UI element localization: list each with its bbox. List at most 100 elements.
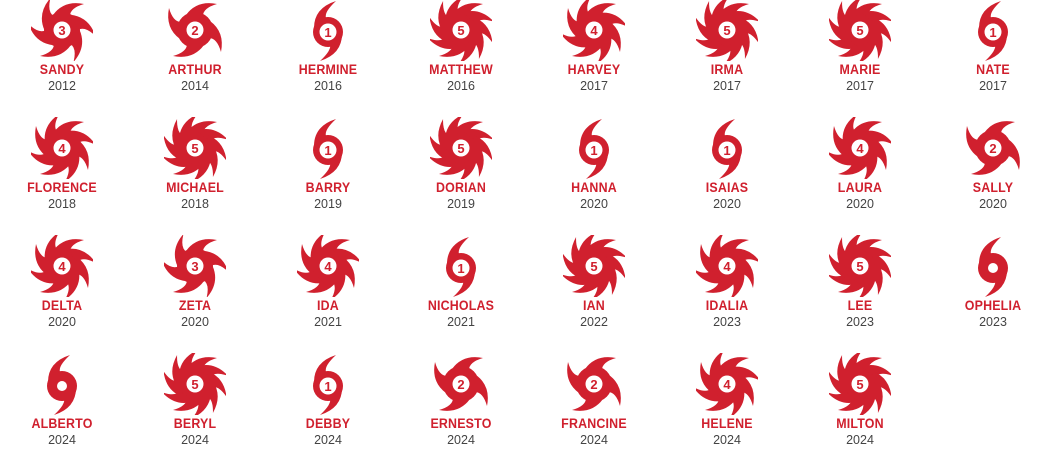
storm-year: 2017	[713, 79, 741, 93]
storm-name: IDALIA	[705, 298, 749, 313]
hurricane-icon: 3	[31, 0, 93, 61]
hurricane-icon: 2	[168, 3, 222, 57]
storm-item: 4 FLORENCE 2018	[0, 117, 127, 212]
storm-name: SANDY	[39, 62, 85, 77]
storm-name: IAN	[583, 298, 605, 313]
storm-name: ARTHUR	[168, 62, 222, 77]
storm-year: 2017	[580, 79, 608, 93]
storm-name: BARRY	[305, 180, 351, 195]
storm-item: 4 LAURA 2020	[795, 117, 925, 212]
storm-item: 5 MATTHEW 2016	[396, 0, 526, 94]
hurricane-icon: 1	[978, 1, 1008, 61]
storm-item: 2 ARTHUR 2014	[130, 0, 260, 94]
storm-item: 5 IAN 2022	[529, 235, 659, 330]
category-number: 5	[457, 141, 464, 156]
storm-item: 1 NATE 2017	[928, 0, 1053, 94]
hurricane-icon: 5	[430, 0, 492, 61]
storm-year: 2021	[314, 315, 342, 329]
storm-name: DEBBY	[305, 416, 351, 431]
storm-year: 2016	[314, 79, 342, 93]
storm-name: MICHAEL	[166, 180, 224, 195]
storm-item: 5 MARIE 2017	[795, 0, 925, 94]
storm-name: DORIAN	[435, 180, 487, 195]
storm-year: 2020	[181, 315, 209, 329]
hurricane-icon: 4	[31, 235, 93, 297]
hurricane-icon: 1	[712, 119, 742, 179]
category-number: 1	[324, 379, 331, 394]
storm-item: OPHELIA 2023	[928, 235, 1053, 330]
hurricane-icon: 1	[579, 119, 609, 179]
category-number: 1	[590, 143, 597, 158]
storm-year: 2024	[48, 433, 76, 447]
storm-year: 2023	[713, 315, 741, 329]
storm-name: FLORENCE	[27, 180, 97, 195]
category-number: 5	[191, 141, 198, 156]
storm-name: HANNA	[571, 180, 617, 195]
category-number: 1	[324, 25, 331, 40]
storm-year: 2020	[580, 197, 608, 211]
storm-item: 4 HARVEY 2017	[529, 0, 659, 94]
hurricane-icon: 1	[313, 1, 343, 61]
storm-name: MILTON	[836, 416, 884, 431]
storm-year: 2023	[979, 315, 1007, 329]
storm-year: 2023	[846, 315, 874, 329]
hurricane-icon: 5	[696, 0, 758, 61]
storm-year: 2012	[48, 79, 76, 93]
category-number: 2	[590, 377, 597, 392]
hurricane-icon: 4	[297, 235, 359, 297]
storm-item: 2 ERNESTO 2024	[396, 353, 526, 448]
storm-name: LAURA	[837, 180, 883, 195]
category-number: 1	[989, 25, 996, 40]
hurricane-icon: 1	[313, 119, 343, 179]
category-number: 4	[324, 259, 332, 274]
storm-name: IDA	[317, 298, 339, 313]
storm-name: HELENE	[701, 416, 753, 431]
category-number: 1	[324, 143, 331, 158]
storm-name: IRMA	[710, 62, 744, 77]
storm-year: 2016	[447, 79, 475, 93]
hurricane-icon: 4	[829, 117, 891, 179]
hurricane-icon: 5	[829, 0, 891, 61]
storm-item: 1 HANNA 2020	[529, 117, 659, 212]
storm-year: 2024	[181, 433, 209, 447]
storm-name: ERNESTO	[430, 416, 492, 431]
storm-year: 2020	[846, 197, 874, 211]
storm-item: 2 SALLY 2020	[928, 117, 1053, 212]
storm-item: 5 BERYL 2024	[130, 353, 260, 448]
storm-year: 2020	[48, 315, 76, 329]
storm-year: 2019	[314, 197, 342, 211]
hurricane-icon: 2	[567, 357, 621, 411]
storm-item: 1 DEBBY 2024	[263, 353, 393, 448]
hurricane-icon: 4	[31, 117, 93, 179]
storm-year: 2017	[846, 79, 874, 93]
storm-name: LEE	[847, 298, 873, 313]
storm-item: 4 IDA 2021	[263, 235, 393, 330]
storm-item: 5 LEE 2023	[795, 235, 925, 330]
hurricane-icon: 3	[164, 235, 226, 297]
category-number: 3	[191, 259, 198, 274]
storm-year: 2017	[979, 79, 1007, 93]
category-number: 5	[457, 23, 464, 38]
category-number: 5	[191, 377, 198, 392]
storm-name: MATTHEW	[429, 62, 493, 77]
category-number: 5	[723, 23, 730, 38]
hurricane-icon: 5	[829, 235, 891, 297]
category-number: 2	[989, 141, 996, 156]
hurricane-icon: 4	[696, 235, 758, 297]
category-number: 5	[856, 259, 863, 274]
hurricane-icon: 5	[563, 235, 625, 297]
storm-item: 1 ISAIAS 2020	[662, 117, 792, 212]
storm-item: 2 FRANCINE 2024	[529, 353, 659, 448]
storm-item: 4 HELENE 2024	[662, 353, 792, 448]
storm-year: 2019	[447, 197, 475, 211]
storm-name: NICHOLAS	[427, 298, 495, 313]
storm-name: MARIE	[839, 62, 881, 77]
category-number: 3	[58, 23, 65, 38]
storm-year: 2021	[447, 315, 475, 329]
storm-item: 4 IDALIA 2023	[662, 235, 792, 330]
storm-name: NATE	[976, 62, 1010, 77]
category-number: 4	[58, 141, 66, 156]
category-number: 4	[856, 141, 864, 156]
hurricane-icon: 5	[164, 353, 226, 415]
